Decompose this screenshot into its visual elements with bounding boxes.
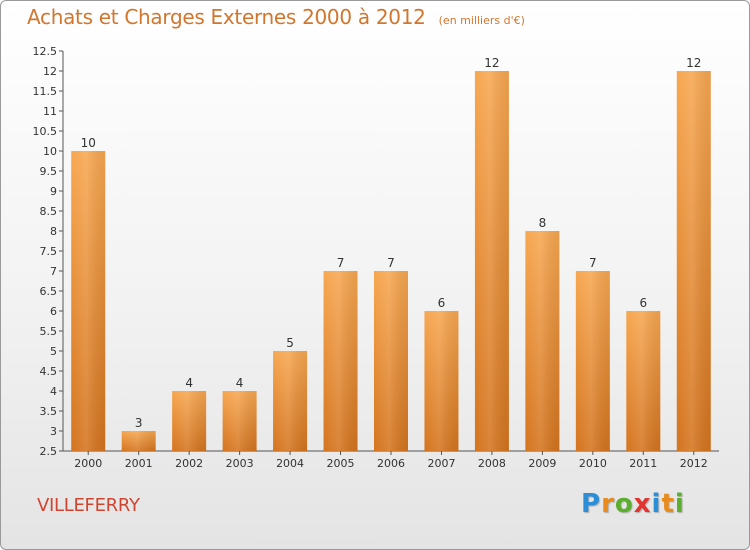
y-tick-label: 12.5: [33, 45, 58, 58]
bar-shine: [121, 431, 156, 451]
data-label: 8: [539, 216, 547, 230]
chart-title: Achats et Charges Externes 2000 à 2012: [27, 5, 426, 29]
x-tick-label: 2011: [629, 457, 657, 470]
y-tick-label: 4.5: [40, 365, 58, 378]
bar-shine: [71, 151, 106, 451]
data-labels: 10 3 4 4 5 7 7 6 12 8 7 6 12: [81, 56, 702, 430]
data-label: 5: [286, 336, 294, 350]
bar-shine: [222, 391, 257, 451]
x-tick-label: 2010: [579, 457, 607, 470]
chart-subtitle: (en milliers d'€): [438, 14, 525, 27]
x-tick-label: 2000: [74, 457, 102, 470]
bar-shine: [676, 71, 711, 451]
bar-shine: [323, 271, 358, 451]
data-label: 7: [589, 256, 597, 270]
data-label: 6: [639, 296, 647, 310]
y-tick-label: 2.5: [40, 445, 58, 458]
data-label: 7: [387, 256, 395, 270]
y-axis: 2.5 3 3.5 4 4.5 5 5.5 6 6.5 7 7.5 8 8.5 9 9.5 10 10.5 11 1…: [33, 45, 64, 458]
bar-shine: [474, 71, 509, 451]
title-row: Achats et Charges Externes 2000 à 2012 (…: [27, 5, 525, 29]
data-label: 6: [438, 296, 446, 310]
y-tick-label: 10: [43, 145, 57, 158]
x-axis: 2000 2001 2002 2003 2004 2005 2006 2007 2008 2009…: [63, 450, 719, 470]
logo-letter: r: [601, 489, 615, 519]
bar-shine: [626, 311, 661, 451]
y-tick-label: 11: [43, 105, 57, 118]
data-label: 7: [337, 256, 345, 270]
y-tick-label: 6: [50, 305, 57, 318]
data-label: 12: [484, 56, 499, 70]
y-tick-label: 7.5: [40, 245, 58, 258]
x-tick-label: 2008: [478, 457, 506, 470]
y-tick-label: 3: [50, 425, 57, 438]
bar-shine: [273, 351, 308, 451]
x-tick-label: 2003: [226, 457, 254, 470]
proxiti-logo[interactable]: Proxiti: [581, 489, 685, 519]
logo-letter: x: [633, 489, 652, 519]
x-tick-label: 2004: [276, 457, 304, 470]
bar-shine: [575, 271, 610, 451]
bar-shine: [172, 391, 207, 451]
bar-shine: [374, 271, 408, 451]
y-tick-label: 4: [50, 385, 57, 398]
y-tick-label: 5: [50, 345, 57, 358]
x-tick-label: 2009: [528, 457, 556, 470]
logo-letter: t: [661, 489, 675, 519]
y-tick-label: 12: [43, 65, 57, 78]
y-tick-label: 11.5: [33, 85, 58, 98]
data-label: 3: [135, 416, 143, 430]
data-label: 10: [81, 136, 96, 150]
y-tick-label: 9: [50, 185, 57, 198]
x-tick-label: 2012: [680, 457, 708, 470]
data-label: 4: [236, 376, 244, 390]
x-tick-label: 2001: [125, 457, 153, 470]
bar-shine: [525, 231, 560, 451]
logo-letter: i: [651, 489, 662, 519]
x-tick-label: 2007: [427, 457, 455, 470]
data-label: 12: [686, 56, 701, 70]
y-tick-label: 3.5: [40, 405, 58, 418]
bar-shine: [424, 311, 459, 451]
data-label: 4: [185, 376, 193, 390]
logo-letter: i: [674, 489, 685, 519]
y-tick-label: 5.5: [40, 325, 58, 338]
bars: [71, 71, 711, 451]
y-tick-label: 7: [50, 265, 57, 278]
logo-letter: o: [614, 489, 634, 519]
logo-letter: P: [581, 489, 602, 519]
y-tick-label: 10.5: [33, 125, 58, 138]
y-tick-label: 8.5: [40, 205, 58, 218]
x-tick-label: 2006: [377, 457, 405, 470]
y-tick-label: 6.5: [40, 285, 58, 298]
y-tick-label: 8: [50, 225, 57, 238]
x-tick-label: 2005: [327, 457, 355, 470]
commune-name: VILLEFERRY: [37, 495, 140, 516]
x-tick-label: 2002: [175, 457, 203, 470]
y-tick-label: 9.5: [40, 165, 58, 178]
